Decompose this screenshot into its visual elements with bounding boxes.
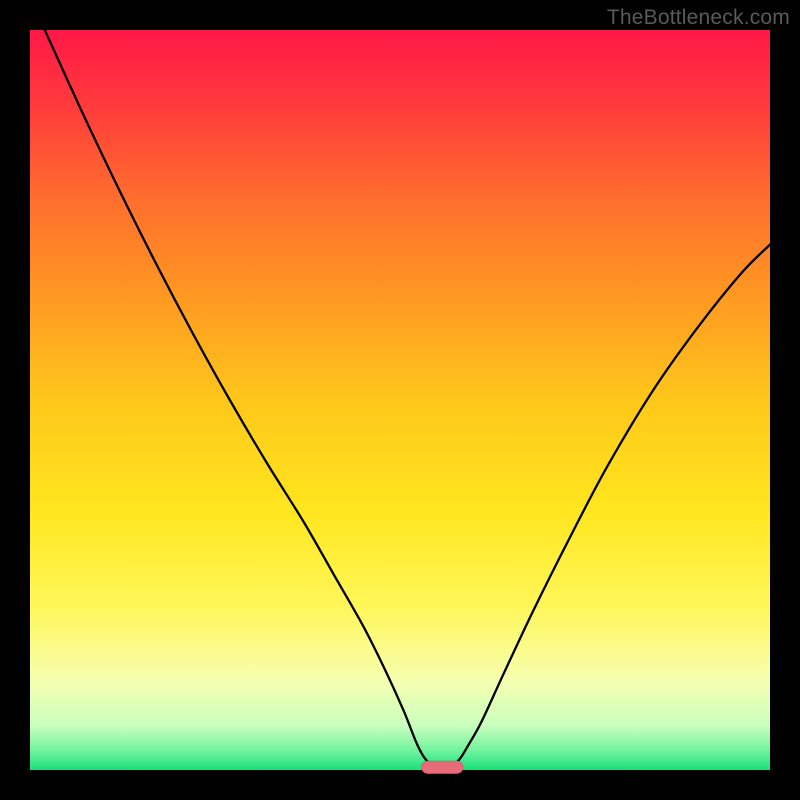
watermark-text: TheBottleneck.com	[607, 6, 790, 30]
plot-svg	[30, 30, 770, 770]
plot-area	[30, 30, 770, 770]
chart-marker-pill	[421, 761, 462, 774]
chart-frame: TheBottleneck.com	[0, 0, 800, 800]
gradient-background	[30, 30, 770, 770]
